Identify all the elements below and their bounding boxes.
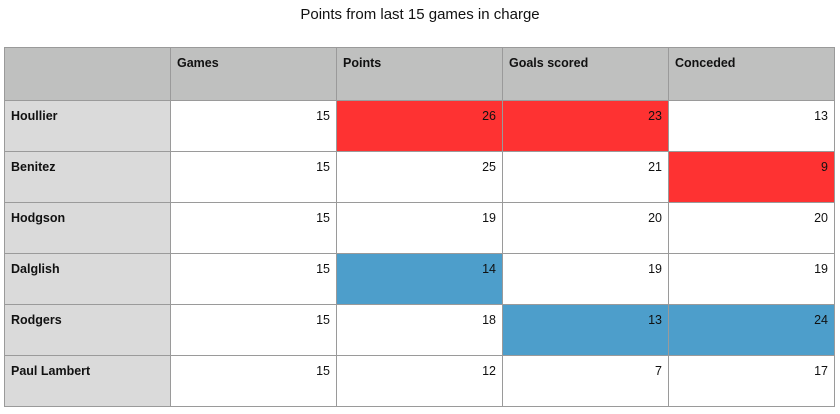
- column-header: Conceded: [668, 47, 835, 101]
- table-cell: 19: [668, 253, 835, 305]
- corner-cell: [4, 47, 171, 101]
- table-cell: 17: [668, 355, 835, 407]
- table-cell: 24: [668, 304, 835, 356]
- table-cell: 13: [502, 304, 669, 356]
- table-cell: 7: [502, 355, 669, 407]
- table-row: Hodgson 15 19 20 20: [4, 202, 835, 254]
- table-cell: 25: [336, 151, 503, 203]
- row-header: Rodgers: [4, 304, 171, 356]
- table-cell: 15: [170, 355, 337, 407]
- table-cell: 20: [668, 202, 835, 254]
- row-header: Houllier: [4, 100, 171, 152]
- table-cell: 18: [336, 304, 503, 356]
- table-cell: 13: [668, 100, 835, 152]
- table-cell: 20: [502, 202, 669, 254]
- table-row: Paul Lambert 15 12 7 17: [4, 355, 835, 407]
- row-header: Paul Lambert: [4, 355, 171, 407]
- table-cell: 26: [336, 100, 503, 152]
- table-cell: 14: [336, 253, 503, 305]
- column-header: Games: [170, 47, 337, 101]
- table-cell: 15: [170, 304, 337, 356]
- table-cell: 9: [668, 151, 835, 203]
- title: Points from last 15 games in charge: [300, 6, 540, 23]
- table-cell: 15: [170, 253, 337, 305]
- table-row: Rodgers 15 18 13 24: [4, 304, 835, 356]
- table-cell: 19: [336, 202, 503, 254]
- table-cell: 15: [170, 151, 337, 203]
- column-header: Points: [336, 47, 503, 101]
- column-header: Goals scored: [502, 47, 669, 101]
- row-header: Dalglish: [4, 253, 171, 305]
- table-row: Houllier 15 26 23 13: [4, 100, 835, 152]
- table-cell: 19: [502, 253, 669, 305]
- row-header: Hodgson: [4, 202, 171, 254]
- data-table: Games Points Goals scored Conceded Houllier…: [4, 47, 835, 407]
- table-head: Games Points Goals scored Conceded: [4, 47, 835, 101]
- table-cell: 23: [502, 100, 669, 152]
- table-body: Houllier 15 26 23 13 Benitez 15 25 21 9 Hodgson 15 1…: [4, 100, 835, 407]
- table-cell: 21: [502, 151, 669, 203]
- row-header: Benitez: [4, 151, 171, 203]
- table-row: Dalglish 15 14 19 19: [4, 253, 835, 305]
- table-row: Benitez 15 25 21 9: [4, 151, 835, 203]
- table-cell: 15: [170, 202, 337, 254]
- header-row: Games Points Goals scored Conceded: [4, 47, 835, 101]
- table-cell: 15: [170, 100, 337, 152]
- table-cell: 12: [336, 355, 503, 407]
